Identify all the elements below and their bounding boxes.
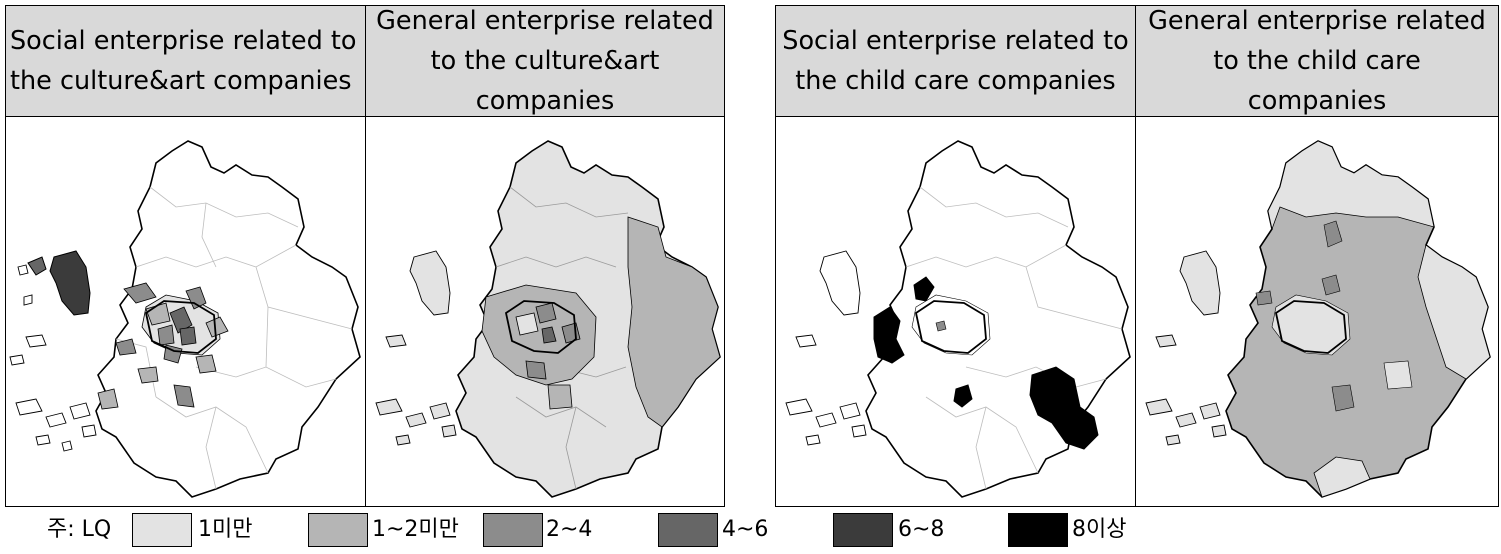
map-general-culture <box>366 117 724 506</box>
map-social-culture <box>6 117 365 506</box>
region-south-black <box>953 384 973 408</box>
legend-label-6to8: 6~8 <box>898 517 945 542</box>
legend-swatch-1to2 <box>308 513 368 547</box>
seoul-boundary <box>144 300 217 354</box>
legend-label-gte8: 8이상 <box>1072 517 1127 542</box>
region-east-low <box>1417 244 1491 380</box>
district-boundaries <box>495 186 629 490</box>
region-east-high <box>627 216 721 428</box>
region-southeast-black <box>1029 366 1099 450</box>
region-outline <box>865 140 1131 498</box>
legend-label-1to2: 1~2미만 <box>372 517 459 542</box>
region-outline <box>95 140 361 498</box>
panel-title-general-childcare: General enterprise related to the child … <box>1136 6 1498 117</box>
map-social-childcare-svg <box>785 140 1131 498</box>
capital-area <box>115 282 229 408</box>
panel-divider <box>365 6 366 506</box>
panel-title-text: Social enterprise related to the child c… <box>782 26 1129 96</box>
region-north-low <box>1267 140 1435 231</box>
legend-label-lt1: 1미만 <box>198 517 253 542</box>
region-north-black <box>913 276 935 302</box>
capital-area <box>911 294 991 356</box>
district-boundaries <box>905 186 1123 490</box>
seoul-boundary <box>1274 300 1347 354</box>
coastal-islands <box>375 250 457 446</box>
panel-title-social-culture: Social enterprise related to the culture… <box>6 6 365 117</box>
map-general-childcare-svg <box>1145 140 1491 498</box>
legend-swatch-2to4 <box>483 513 543 547</box>
region-south-low <box>1313 456 1371 498</box>
coastal-islands <box>9 264 97 452</box>
map-general-culture-svg <box>375 140 721 498</box>
region-northwest-island <box>49 250 91 316</box>
seoul-boundary <box>504 300 577 354</box>
region-west-black <box>873 306 905 364</box>
southwest-coast <box>97 388 119 410</box>
child-care-map-group: Social enterprise related to the child c… <box>775 5 1499 507</box>
coastal-islands <box>785 250 867 446</box>
panel-divider <box>1135 6 1136 506</box>
panel-title-text: General enterprise related to the cultur… <box>376 6 714 116</box>
seoul-boundary <box>914 300 987 354</box>
legend-swatch-lt1 <box>132 513 192 547</box>
map-social-childcare <box>776 117 1135 506</box>
legend-swatch-gte8 <box>1008 513 1068 547</box>
map-social-culture-svg <box>9 140 361 498</box>
legend-swatch-4to6 <box>658 513 718 547</box>
panel-title-social-childcare: Social enterprise related to the child c… <box>776 6 1135 117</box>
capital-area <box>1255 220 1413 412</box>
district-boundaries <box>115 186 353 490</box>
legend-prefix: 주: LQ <box>47 517 112 542</box>
map-general-childcare <box>1136 117 1498 506</box>
legend-label-2to4: 2~4 <box>546 517 593 542</box>
region-small-island <box>27 256 47 276</box>
culture-art-map-group: Social enterprise related to the culture… <box>5 5 725 507</box>
legend-label-4to6: 4~6 <box>722 517 769 542</box>
panel-title-text: Social enterprise related to the culture… <box>10 26 357 96</box>
panel-title-text: General enterprise related to the child … <box>1148 6 1486 116</box>
coastal-islands <box>1145 250 1227 446</box>
panel-title-general-culture: General enterprise related to the cultur… <box>366 6 724 117</box>
legend-swatch-6to8 <box>833 513 893 547</box>
